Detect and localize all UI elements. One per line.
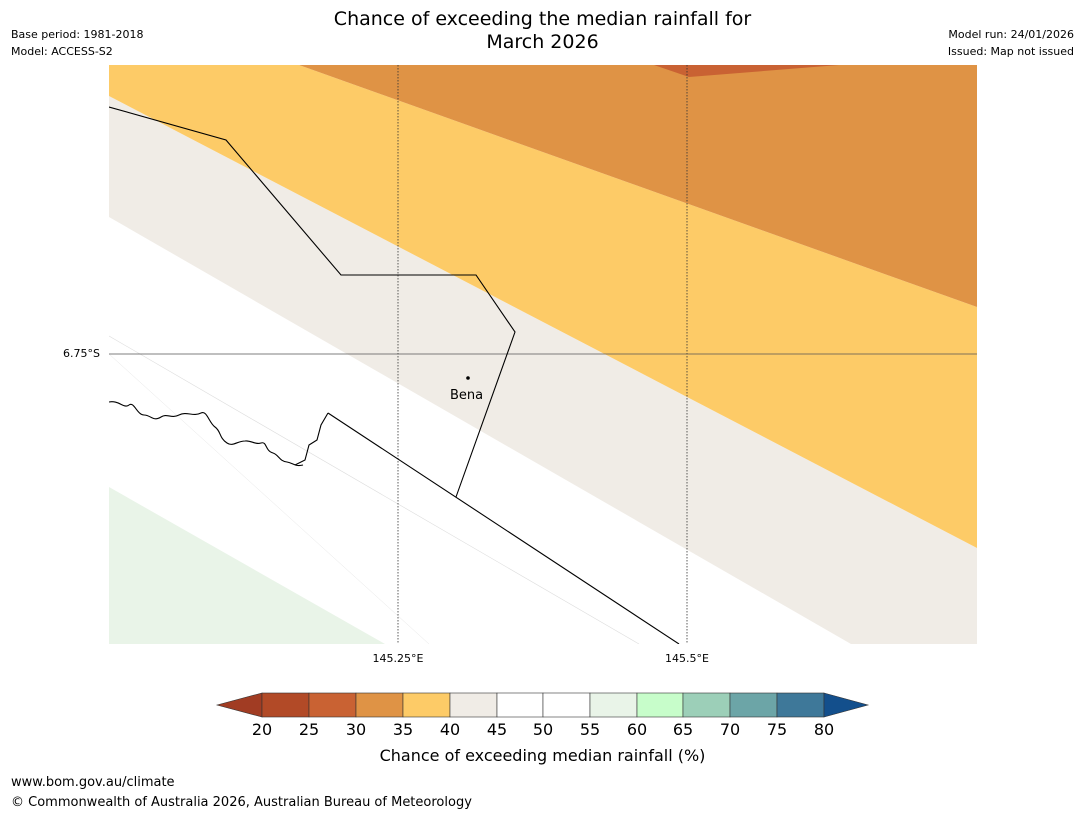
band-30-35: [299, 65, 977, 307]
colorbar-tick: 70: [720, 720, 740, 739]
contour-line: [109, 353, 430, 644]
colorbar-extend-high: [823, 692, 870, 718]
colorbar-swatch: [355, 692, 404, 718]
province-boundary: [109, 106, 516, 498]
colorbar-tick: 55: [580, 720, 600, 739]
colorbar-swatch: [729, 692, 778, 718]
colorbar-tick: 80: [814, 720, 834, 739]
band-55-60: [109, 487, 385, 644]
colorbar-swatch: [496, 692, 544, 718]
model-run: Model run: 24/01/2026: [948, 28, 1074, 41]
colorbar-tick: 45: [487, 720, 507, 739]
meta-left: Base period: 1981-2018 Model: ACCESS-S2: [11, 26, 143, 60]
band-35-40: [109, 65, 977, 548]
colorbar-tick: 20: [252, 720, 272, 739]
band-25-30: [654, 65, 839, 77]
title-line-2: March 2026: [486, 31, 599, 53]
map-title: Chance of exceeding the median rainfall …: [0, 8, 1085, 54]
colorbar-swatch: [682, 692, 731, 718]
longitude-label: 145.25°E: [372, 652, 424, 665]
issued-status: Issued: Map not issued: [947, 45, 1074, 58]
contour-line: [109, 335, 640, 644]
colorbar-tick: 25: [299, 720, 319, 739]
colorbar-title: Chance of exceeding median rainfall (%): [379, 746, 706, 765]
rainfall-map[interactable]: [109, 65, 977, 644]
colorbar-tick: 75: [767, 720, 787, 739]
colorbar-swatch: [776, 692, 825, 718]
province-boundary: [294, 412, 329, 466]
colorbar-tick: 35: [393, 720, 413, 739]
footer-url[interactable]: www.bom.gov.au/climate: [11, 775, 175, 790]
colorbar-swatch: [636, 692, 684, 718]
title-line-1: Chance of exceeding the median rainfall …: [333, 8, 752, 30]
longitude-label: 145.5°E: [665, 652, 709, 665]
colorbar-tick: 60: [627, 720, 647, 739]
colorbar-tick: 40: [440, 720, 460, 739]
colorbar-tick: 30: [346, 720, 366, 739]
colorbar-swatch: [402, 692, 451, 718]
footer-copyright: © Commonwealth of Australia 2026, Austra…: [11, 795, 472, 810]
colorbar-swatch: [449, 692, 498, 718]
province-boundary: [327, 412, 680, 644]
colorbar-tick: 65: [673, 720, 693, 739]
colorbar-swatch: [589, 692, 638, 718]
band-40-45: [109, 96, 977, 644]
colorbar-extend-low: [215, 692, 263, 718]
town-marker-bena[interactable]: [466, 376, 470, 380]
meta-right: Model run: 24/01/2026 Issued: Map not is…: [948, 26, 1074, 60]
colorbar-swatch: [542, 692, 591, 718]
colorbar-swatch: [308, 692, 357, 718]
colorbar-tick: 50: [533, 720, 553, 739]
base-period: Base period: 1981-2018: [11, 28, 144, 41]
colorbar: 20 25 30 35 40 45 50 55 60 65 70 75 80: [215, 692, 870, 739]
map-canvas: [109, 65, 977, 644]
colorbar-swatch: [261, 692, 310, 718]
place-label-bena: Bena: [450, 388, 484, 403]
river-coastline: [109, 401, 304, 467]
latitude-label: 6.75°S: [63, 347, 100, 360]
model-name: Model: ACCESS-S2: [11, 45, 113, 58]
